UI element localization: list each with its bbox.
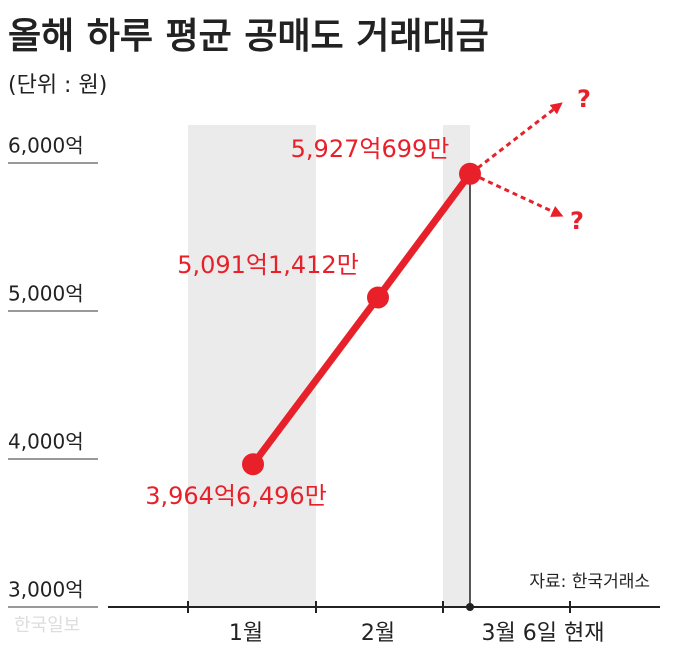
data-label: 5,927억699만 [291,135,450,163]
x-tick-label: 3월 6일 현재 [482,621,605,646]
point [242,453,264,476]
point [367,286,389,309]
forecast-arrow [477,102,563,169]
shade-band [188,125,316,607]
annotation: ? [570,207,584,235]
data-label: 3,964억6,496만 [145,482,327,510]
annotation: ? [577,85,591,113]
chart-title: 올해 하루 평균 공매도 거래대금 [8,16,489,57]
credit: 한국일보 [14,615,80,636]
axis-dot [466,603,474,611]
y-tick-label: 5,000억 [8,282,84,306]
forecast-arrow [479,176,564,217]
subtitle: (단위 : 원) [8,73,107,98]
source: 자료: 한국거래소 [529,572,650,592]
y-tick-label: 6,000억 [8,134,84,158]
point [459,162,481,185]
y-tick-label: 3,000억 [8,578,84,602]
data-label: 5,091억1,412만 [177,251,359,279]
y-tick-label: 4,000억 [8,430,84,454]
x-tick-label: 1월 [229,621,263,646]
x-tick-label: 2월 [361,621,395,646]
